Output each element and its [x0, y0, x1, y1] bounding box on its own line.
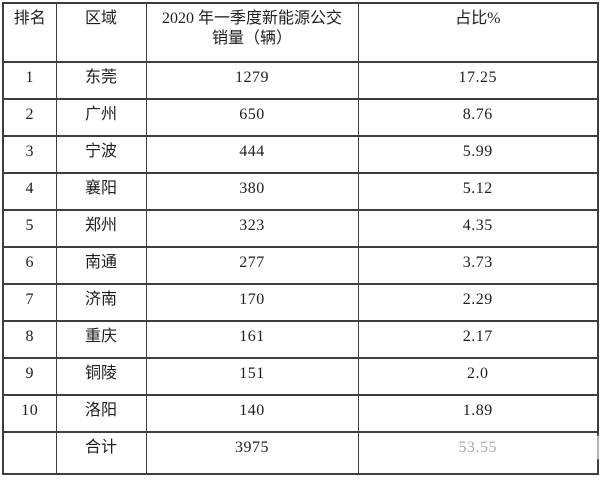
sales-cell-total: 3975: [145, 431, 359, 475]
share-cell: 1.89: [357, 394, 599, 433]
share-cell: 2.0: [357, 357, 599, 396]
region-cell: 宁波: [55, 135, 147, 174]
rank-cell: 6: [2, 246, 57, 285]
sales-cell: 140: [145, 394, 359, 433]
table-row: 8 重庆 161 2.17: [2, 320, 599, 359]
table-row: 1 东莞 1279 17.25: [2, 61, 599, 100]
region-cell: 济南: [55, 283, 147, 322]
share-cell: 8.76: [357, 98, 599, 137]
sales-cell: 277: [145, 246, 359, 285]
sales-cell: 380: [145, 172, 359, 211]
sales-cell: 444: [145, 135, 359, 174]
rank-cell: 3: [2, 135, 57, 174]
rank-cell: 1: [2, 61, 57, 100]
share-cell: 2.17: [357, 320, 599, 359]
region-cell: 襄阳: [55, 172, 147, 211]
region-cell-total: 合计: [55, 431, 147, 475]
sales-cell: 1279: [145, 61, 359, 100]
table-row: 7 济南 170 2.29: [2, 283, 599, 322]
region-cell: 广州: [55, 98, 147, 137]
col-header-rank: 排名: [2, 2, 57, 63]
share-cell: 4.35: [357, 209, 599, 248]
table-row: 2 广州 650 8.76: [2, 98, 599, 137]
rank-cell: 7: [2, 283, 57, 322]
region-cell: 洛阳: [55, 394, 147, 433]
new-energy-bus-sales-table: 排名 区域 2020 年一季度新能源公交 销量（辆） 占比% 1 东莞 1279…: [2, 2, 599, 475]
table-header-row: 排名 区域 2020 年一季度新能源公交 销量（辆） 占比%: [2, 2, 599, 63]
region-cell: 铜陵: [55, 357, 147, 396]
share-cell: 17.25: [357, 61, 599, 100]
sales-cell: 650: [145, 98, 359, 137]
sales-cell: 170: [145, 283, 359, 322]
share-cell: 5.12: [357, 172, 599, 211]
table-row: 10 洛阳 140 1.89: [2, 394, 599, 433]
rank-cell: 8: [2, 320, 57, 359]
table-row: 4 襄阳 380 5.12: [2, 172, 599, 211]
share-cell: 5.99: [357, 135, 599, 174]
rank-cell: 5: [2, 209, 57, 248]
rank-cell: 2: [2, 98, 57, 137]
table-row: 9 铜陵 151 2.0: [2, 357, 599, 396]
region-cell: 重庆: [55, 320, 147, 359]
table-row: 5 郑州 323 4.35: [2, 209, 599, 248]
rank-cell: 4: [2, 172, 57, 211]
table-row: 3 宁波 444 5.99: [2, 135, 599, 174]
watermark-overlay: [443, 436, 599, 459]
col-header-sales-line2: 销量（辆）: [211, 30, 292, 47]
sales-cell: 151: [145, 357, 359, 396]
table-row: 6 南通 277 3.73: [2, 246, 599, 285]
share-cell: 2.29: [357, 283, 599, 322]
region-cell: 郑州: [55, 209, 147, 248]
sales-cell: 323: [145, 209, 359, 248]
col-header-region: 区域: [55, 2, 147, 63]
rank-cell: 9: [2, 357, 57, 396]
col-header-sales: 2020 年一季度新能源公交 销量（辆）: [145, 2, 359, 63]
share-cell: 3.73: [357, 246, 599, 285]
rank-cell: 10: [2, 394, 57, 433]
rank-cell: [2, 431, 57, 475]
region-cell: 南通: [55, 246, 147, 285]
region-cell: 东莞: [55, 61, 147, 100]
col-header-sales-line1: 2020 年一季度新能源公交: [161, 10, 342, 27]
sales-cell: 161: [145, 320, 359, 359]
col-header-share: 占比%: [357, 2, 599, 63]
